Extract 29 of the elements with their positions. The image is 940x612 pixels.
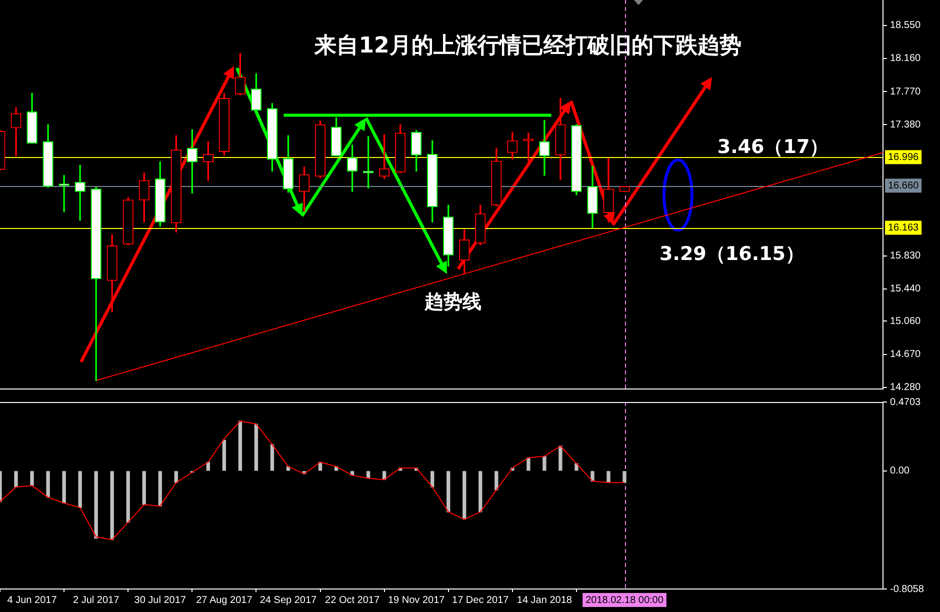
y-tick-label: -0.8058 [890,584,924,595]
y-tick-label: 15.830 [890,250,922,262]
ref-line-label: 2018.02.18 00:00 [586,594,664,606]
text: 来自12月的上涨行情已经打破旧的下跌趋势 [314,34,742,59]
x-tick-label: 22 Oct 2017 [325,594,380,606]
y-tick-label: 18.550 [890,20,922,32]
x-tick-label: 4 Jun 2017 [7,594,58,606]
y-tick-label: 14.280 [890,382,922,394]
y-tick-label: 17.770 [890,86,922,98]
y-tick-label: 14.670 [890,349,922,360]
ref-line-label: 16.996 [888,152,920,163]
x-tick-label: 27 Aug 2017 [196,594,253,606]
x-tick-label: 30 Jul 2017 [134,594,186,606]
y-tick-label: 0.4703 [890,396,922,408]
y-tick-label: 15.060 [890,316,922,327]
x-tick-label: 14 Jan 2018 [516,594,572,606]
y-tick-label: 15.440 [890,284,922,295]
ref-line-label: 16.660 [888,180,920,192]
x-tick-label: 19 Nov 2017 [388,594,446,606]
x-tick-label: 17 Dec 2017 [452,594,510,606]
annotation: 3.46（17） [717,136,829,158]
annotation: 3.29（16.15） [660,242,804,265]
x-tick-label: 2 Jul 2017 [73,594,120,606]
ref-line-label: 16.163 [888,222,920,234]
annotation: 趋势线 [424,290,482,313]
y-tick-label: 18.160 [890,53,922,64]
x-tick-label: 24 Sep 2017 [260,594,318,606]
y-tick-label: 17.380 [890,119,922,130]
y-tick-label: 0.00 [890,466,910,477]
